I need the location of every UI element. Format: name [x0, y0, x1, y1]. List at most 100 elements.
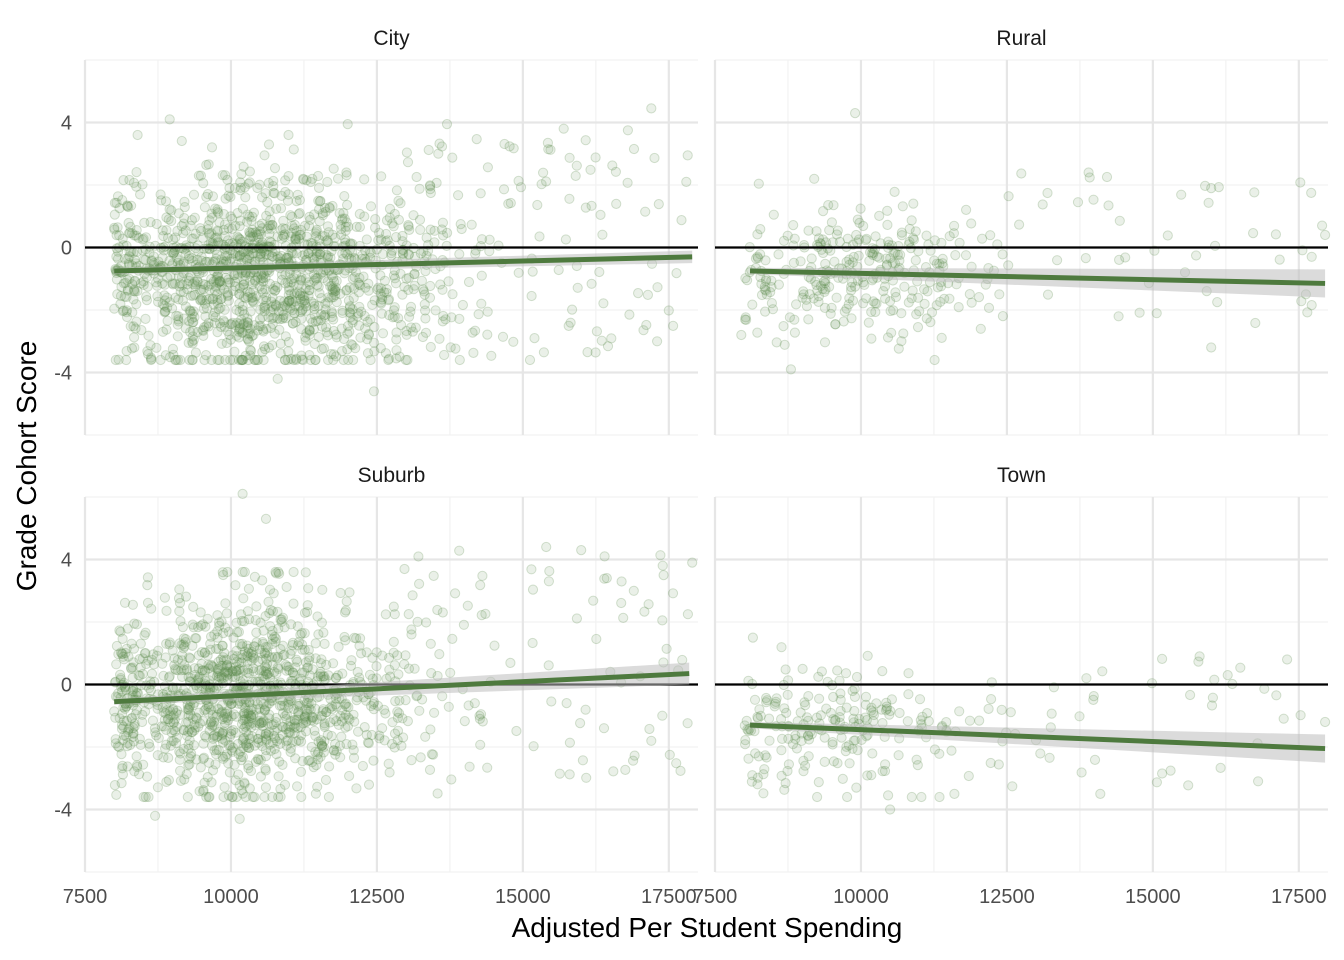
data-point	[190, 228, 201, 239]
data-point	[140, 627, 151, 638]
data-point	[939, 293, 950, 304]
data-point	[172, 319, 183, 330]
data-point	[211, 249, 223, 260]
data-point	[946, 745, 957, 756]
data-point	[350, 343, 361, 354]
data-point	[840, 746, 851, 757]
data-point	[225, 334, 236, 345]
data-point	[313, 331, 324, 343]
data-point	[346, 655, 357, 666]
data-point	[291, 654, 302, 665]
data-point	[277, 301, 288, 312]
data-point	[167, 278, 178, 289]
data-point	[234, 283, 245, 294]
data-point	[323, 227, 334, 238]
data-point	[1295, 710, 1306, 721]
data-point	[129, 721, 140, 732]
data-point	[243, 763, 254, 774]
data-point	[128, 177, 139, 188]
data-point	[352, 311, 363, 322]
data-point	[871, 298, 882, 309]
data-point	[213, 237, 224, 248]
data-point	[760, 255, 771, 266]
data-point	[122, 284, 134, 295]
data-point	[187, 336, 198, 347]
data-point	[267, 247, 278, 258]
data-point	[607, 160, 618, 171]
data-point	[274, 314, 285, 325]
data-point	[337, 213, 348, 224]
data-point	[197, 232, 208, 243]
data-point	[824, 225, 835, 236]
data-point	[664, 749, 675, 760]
data-point	[788, 257, 800, 268]
data-point	[223, 295, 234, 306]
data-point	[291, 196, 302, 207]
data-point	[328, 292, 339, 303]
data-point	[255, 229, 266, 240]
data-point	[196, 647, 207, 658]
data-point	[383, 294, 395, 305]
data-point	[247, 211, 258, 222]
data-point	[263, 220, 275, 231]
data-point	[150, 810, 161, 821]
data-point	[740, 735, 751, 746]
data-point	[498, 184, 510, 195]
data-point	[185, 751, 196, 762]
data-point	[290, 715, 301, 726]
data-point	[403, 221, 414, 232]
data-point	[212, 232, 223, 243]
data-point	[468, 347, 479, 358]
data-point	[192, 276, 203, 287]
data-point	[124, 174, 135, 186]
data-point	[245, 344, 256, 355]
data-point	[247, 331, 258, 342]
data-point	[766, 298, 778, 309]
data-point	[203, 220, 214, 231]
data-point	[476, 270, 487, 281]
data-point	[338, 333, 350, 345]
data-point	[339, 213, 350, 224]
data-point	[320, 774, 332, 786]
data-point	[280, 186, 291, 198]
data-point	[178, 286, 189, 297]
data-point	[777, 733, 788, 745]
data-point	[190, 347, 201, 358]
data-point	[203, 159, 214, 170]
data-point	[893, 750, 904, 761]
data-point	[163, 232, 174, 243]
data-point	[201, 294, 212, 305]
data-point	[215, 276, 226, 287]
data-point	[197, 295, 208, 306]
data-point	[123, 228, 135, 239]
data-point	[434, 649, 445, 660]
x-tick-label: 17500	[641, 886, 697, 908]
data-point	[238, 282, 249, 293]
data-point	[215, 276, 226, 287]
data-point	[753, 178, 764, 189]
data-point	[239, 309, 250, 320]
data-point	[638, 325, 649, 336]
data-point	[312, 272, 323, 283]
data-point	[168, 349, 179, 360]
data-point	[134, 733, 145, 745]
data-point	[296, 354, 308, 365]
data-point	[305, 176, 316, 188]
data-point	[815, 237, 826, 249]
data-point	[880, 293, 891, 304]
data-point	[286, 297, 297, 309]
data-point	[267, 301, 278, 312]
data-point	[1320, 716, 1331, 728]
data-point	[388, 601, 399, 612]
data-point	[214, 275, 225, 286]
data-point	[932, 282, 944, 293]
data-point	[197, 278, 209, 290]
data-point	[290, 316, 301, 328]
data-point	[828, 756, 840, 767]
data-point	[803, 314, 814, 325]
data-point	[463, 276, 475, 288]
data-point	[109, 222, 120, 233]
data-point	[527, 266, 538, 277]
data-point	[247, 295, 258, 306]
data-point	[111, 789, 122, 801]
